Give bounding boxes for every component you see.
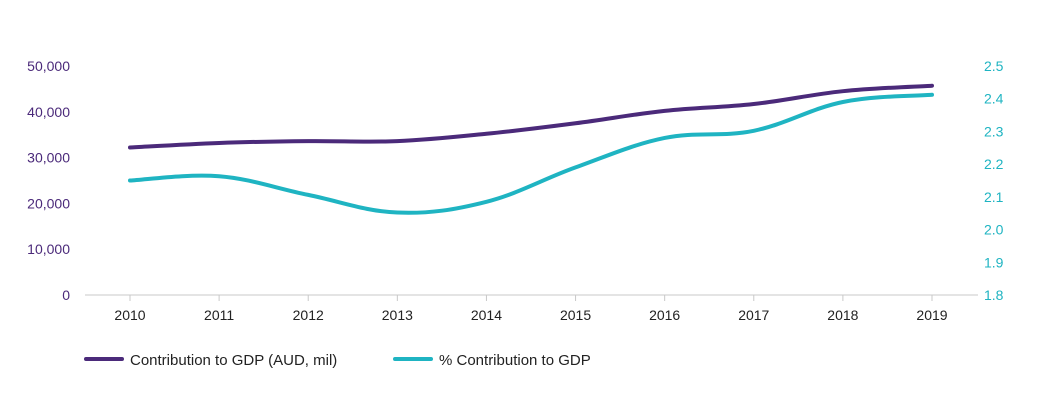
right-tick-label: 2.1 [984,189,1004,205]
left-tick-label: 30,000 [27,150,70,166]
x-tick-label: 2018 [827,307,858,323]
x-tick-label: 2015 [560,307,591,323]
right-tick-label: 2.4 [984,91,1004,107]
legend: Contribution to GDP (AUD, mil) % Contribu… [84,352,591,369]
percent-contribution-line [128,92,934,215]
x-tick-label: 2019 [916,307,947,323]
left-tick-label: 10,000 [27,241,70,257]
right-tick-label: 2.0 [984,222,1004,238]
x-axis: 2010 2011 2012 2013 2014 2015 2016 2017 2018 2019 [114,295,948,323]
x-tick-label: 2011 [204,307,234,323]
left-tick-label: 40,000 [27,104,70,120]
gdp-contribution-line [128,83,934,150]
x-tick-label: 2012 [293,307,324,323]
left-tick-label: 20,000 [27,195,70,211]
left-tick-label: 50,000 [27,58,70,74]
series-layer [128,83,934,215]
right-tick-label: 2.2 [984,156,1004,172]
legend-label: % Contribution to GDP [439,352,591,369]
left-tick-label: 0 [62,287,70,303]
right-tick-label: 2.3 [984,123,1004,139]
legend-label: Contribution to GDP (AUD, mil) [130,352,337,369]
right-tick-label: 1.9 [984,254,1004,270]
right-tick-label: 2.5 [984,58,1004,74]
right-tick-label: 1.8 [984,287,1004,303]
right-y-axis: 1.8 1.9 2.0 2.1 2.2 2.3 2.4 2.5 [984,58,1004,303]
left-y-axis: 0 10,000 20,000 30,000 40,000 50,000 [27,58,70,303]
x-tick-label: 2014 [471,307,502,323]
x-tick-label: 2013 [382,307,413,323]
x-tick-label: 2017 [738,307,769,323]
x-tick-label: 2016 [649,307,680,323]
x-tick-label: 2010 [114,307,145,323]
